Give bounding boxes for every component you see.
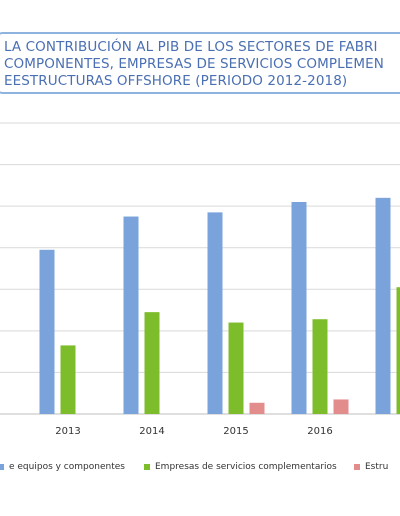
legend-label-3: Estru bbox=[365, 462, 389, 472]
legend-item-1: e equipos y componentes bbox=[0, 462, 125, 472]
chart-title-box: LA CONTRIBUCIÓN AL PIB DE LOS SECTORES D… bbox=[0, 32, 400, 94]
x-tick-label: 2015 bbox=[223, 426, 248, 437]
legend-label-1: e equipos y componentes bbox=[9, 462, 125, 472]
chart-title-line-2: COMPONENTES, EMPRESAS DE SERVICIOS COMPL… bbox=[4, 56, 384, 72]
legend-label-2: Empresas de servicios complementarios bbox=[155, 462, 337, 472]
legend-item-3: Estru bbox=[354, 462, 388, 472]
legend-swatch-3 bbox=[354, 463, 360, 470]
bar-1-2013 bbox=[39, 249, 55, 414]
bar-1-2017 bbox=[375, 197, 391, 414]
bar-1-2015 bbox=[207, 212, 223, 414]
bar-3-2016 bbox=[333, 399, 349, 414]
bar-1-2014 bbox=[123, 216, 139, 414]
legend-item-2: Empresas de servicios complementarios bbox=[144, 462, 337, 472]
bar-2-2017 bbox=[396, 287, 400, 414]
bar-2-2016 bbox=[312, 319, 328, 414]
chart-title-line-1: LA CONTRIBUCIÓN AL PIB DE LOS SECTORES D… bbox=[4, 39, 378, 55]
bar-2-2013 bbox=[60, 345, 76, 414]
bar-3-2015 bbox=[249, 402, 265, 414]
x-tick-label: 2013 bbox=[55, 426, 80, 437]
chart-title-line-3: EESTRUCTURAS OFFSHORE (PERIODO 2012-2018… bbox=[4, 73, 348, 89]
bar-2-2014 bbox=[144, 312, 160, 414]
bar-2-2015 bbox=[228, 322, 244, 414]
x-tick-label: 2014 bbox=[139, 426, 164, 437]
bar-1-2016 bbox=[291, 201, 307, 414]
legend-swatch-1 bbox=[0, 463, 4, 470]
x-tick-label: 2016 bbox=[307, 426, 332, 437]
legend-swatch-2 bbox=[144, 463, 150, 470]
